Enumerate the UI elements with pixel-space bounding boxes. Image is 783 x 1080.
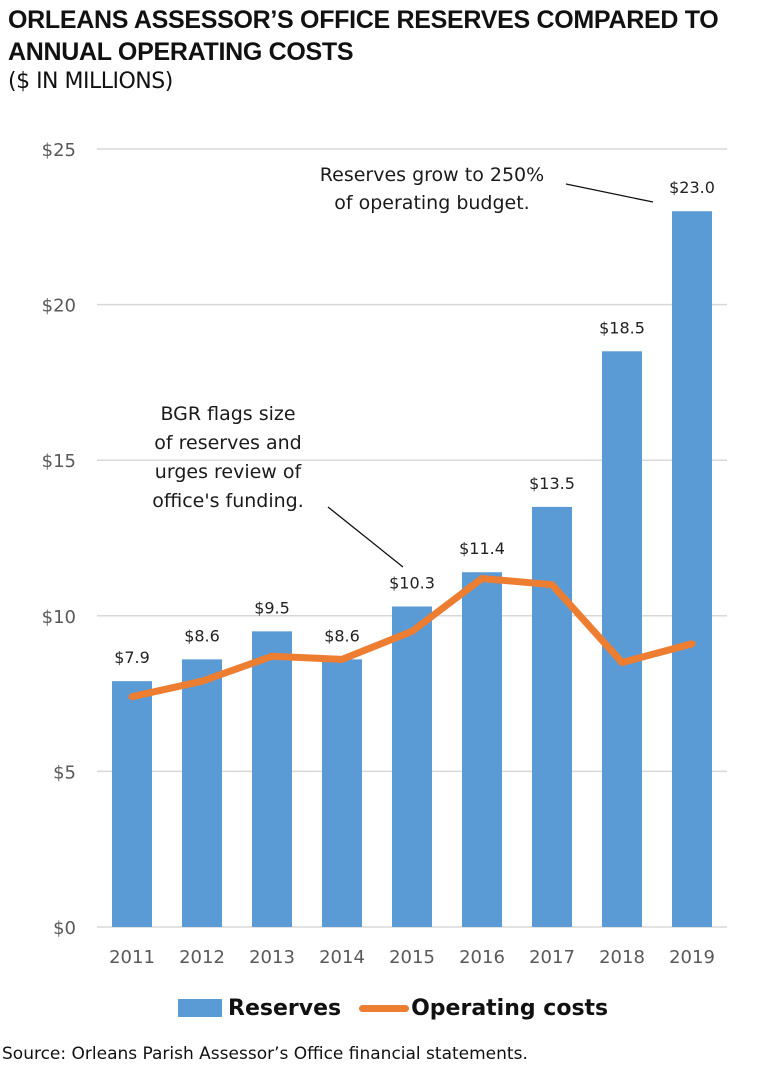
legend-label-operating-costs: Operating costs: [411, 995, 609, 1021]
bar-reserves: [392, 606, 432, 927]
x-tick-label: 2017: [529, 947, 575, 968]
y-tick-label: $25: [42, 140, 76, 161]
bar-data-label: $23.0: [669, 178, 715, 197]
bar-data-label: $18.5: [599, 318, 645, 337]
x-tick-label: 2012: [179, 947, 225, 968]
annotations: Reserves grow to 250% of operating budget…: [152, 164, 654, 568]
y-tick-label: $10: [42, 607, 76, 628]
legend-swatch-operating-costs: [359, 1004, 410, 1012]
x-tick-label: 2019: [669, 947, 715, 968]
x-tick-label: 2016: [459, 947, 505, 968]
bar-reserves: [322, 659, 362, 927]
x-tick-label: 2011: [109, 947, 155, 968]
legend-label-reserves: Reserves: [228, 995, 342, 1021]
reserves-bars: [112, 211, 712, 928]
y-tick-label: $20: [42, 296, 76, 317]
legend-swatch-reserves: [178, 999, 222, 1017]
bar-reserves: [112, 681, 152, 927]
chart-subtitle: ($ IN MILLIONS): [8, 69, 173, 94]
annotation-text: urges review of: [155, 461, 303, 483]
x-tick-label: 2013: [249, 947, 295, 968]
x-axis-ticks: 2011 2012 2013 2014 2015 2016 2017 2018 2019: [109, 947, 715, 968]
legend-item-reserves: Reserves: [178, 996, 341, 1021]
bar-reserves: [602, 351, 642, 927]
annotation-text: BGR flags size: [160, 403, 295, 425]
bar-data-label: $8.6: [184, 626, 220, 645]
annotation-text: of reserves and: [154, 432, 301, 454]
chart-title: ORLEANS ASSESSOR’S OFFICE RESERVES COMPA…: [8, 6, 719, 66]
bar-data-label: $10.3: [389, 573, 435, 592]
source-note: Source: Orleans Parish Assessor’s Office…: [2, 1044, 528, 1064]
x-tick-label: 2014: [319, 947, 365, 968]
y-tick-label: $15: [42, 451, 76, 472]
annotation-leader-line: [327, 506, 404, 568]
bar-data-label: $13.5: [529, 474, 575, 493]
y-axis-ticks: $0 $5 $10 $15 $20 $25: [42, 140, 76, 939]
bar-data-label: $11.4: [459, 539, 505, 558]
bar-reserves: [532, 506, 572, 927]
bar-data-label: $9.5: [254, 598, 290, 617]
legend: Reserves Operating costs: [178, 990, 626, 1026]
bar-reserves: [252, 631, 292, 927]
bar-data-labels: $7.9 $8.6 $9.5 $8.6 $10.3 $11.4 $13.5 $18.5 $23.…: [114, 178, 715, 667]
bar-reserves: [462, 572, 502, 927]
annotation-text: Reserves grow to 250%: [320, 164, 544, 186]
annotation-text: of operating budget.: [334, 192, 529, 214]
y-tick-label: $5: [53, 762, 76, 783]
bar-data-label: $8.6: [324, 626, 360, 645]
x-tick-label: 2015: [389, 947, 435, 968]
annotation-leader-line: [565, 183, 654, 203]
bar-reserves: [182, 659, 222, 927]
operating-costs-line: [128, 574, 696, 701]
annotation-text: office's funding.: [152, 490, 304, 512]
legend-item-operating-costs: Operating costs: [359, 996, 608, 1021]
y-tick-label: $0: [53, 918, 76, 939]
bar-data-label: $7.9: [114, 648, 150, 667]
bar-reserves: [672, 211, 712, 928]
x-tick-label: 2018: [599, 947, 645, 968]
